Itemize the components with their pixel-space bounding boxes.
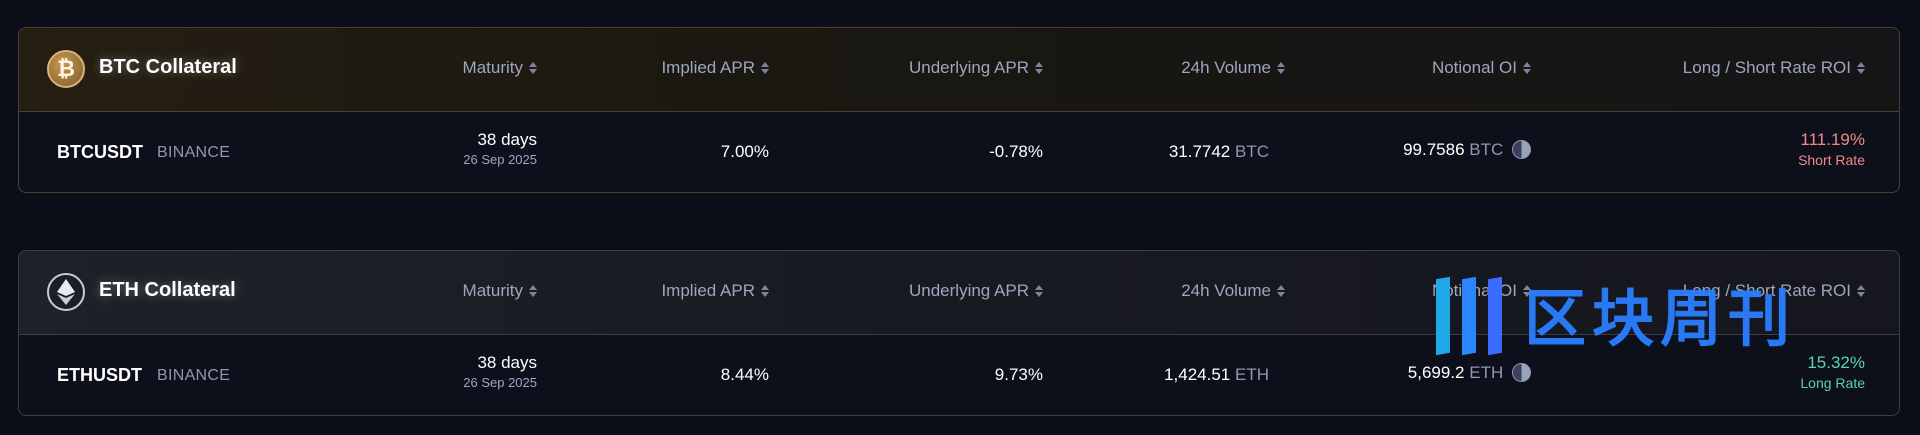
exchange-name: BINANCE [157, 367, 231, 384]
maturity-days: 38 days [477, 130, 537, 149]
notional-oi-cell: 99.7586 BTC [1403, 140, 1531, 160]
table-row[interactable]: BTCUSDT BINANCE 38 days 26 Sep 2025 7.00… [19, 112, 1899, 192]
roi-value: 111.19% [1800, 130, 1865, 149]
volume-unit: BTC [1235, 142, 1269, 161]
ethereum-icon [47, 273, 85, 311]
sort-long-short-roi[interactable]: Long / Short Rate ROI [1683, 58, 1865, 78]
sort-maturity[interactable]: Maturity [463, 58, 537, 78]
sort-icon [1035, 285, 1043, 297]
oi-value: 5,699.2 [1407, 363, 1465, 382]
table-row[interactable]: ETHUSDT BINANCE 38 days 26 Sep 2025 8.44… [19, 335, 1899, 415]
volume-cell: 1,424.51 ETH [1164, 365, 1269, 385]
pie-chart-icon[interactable] [1512, 363, 1531, 382]
sort-icon [529, 285, 537, 297]
implied-apr-value: 8.44% [720, 365, 769, 384]
oi-unit: ETH [1469, 363, 1504, 382]
roi-rate-label: Long Rate [1800, 375, 1865, 391]
btc-collateral-header: ₿ BTC Collateral Maturity Implied APR Un… [19, 28, 1899, 112]
underlying-apr-value: -0.78% [989, 142, 1043, 161]
roi-cell: 111.19% Short Rate [1798, 130, 1865, 168]
volume-unit: ETH [1235, 365, 1269, 384]
sort-icon [1857, 285, 1865, 297]
maturity-days: 38 days [477, 353, 537, 372]
sort-notional-oi[interactable]: Notional OI [1432, 58, 1531, 78]
section-title: BTC Collateral [99, 56, 237, 78]
sort-icon [529, 62, 537, 74]
pair-symbol: ETHUSDT [57, 365, 142, 385]
underlying-apr-value: 9.73% [994, 365, 1043, 384]
volume-value: 31.7742 [1168, 142, 1231, 161]
maturity-cell: 38 days 26 Sep 2025 [463, 130, 537, 167]
implied-apr-value: 7.00% [720, 142, 769, 161]
oi-value: 99.7586 [1403, 140, 1465, 159]
notional-oi-cell: 5,699.2 ETH [1408, 363, 1531, 383]
eth-collateral-card: ETH Collateral Maturity Implied APR Unde… [18, 250, 1900, 416]
sort-icon [761, 62, 769, 74]
btc-collateral-card: ₿ BTC Collateral Maturity Implied APR Un… [18, 27, 1900, 193]
bitcoin-icon: ₿ [47, 50, 85, 88]
sort-icon [1277, 285, 1285, 297]
section-title: ETH Collateral [99, 279, 236, 301]
volume-value: 1,424.51 [1164, 365, 1231, 384]
sort-icon [1523, 285, 1531, 297]
sort-long-short-roi[interactable]: Long / Short Rate ROI [1683, 281, 1865, 301]
roi-value: 15.32% [1807, 353, 1865, 372]
sort-icon [1277, 62, 1285, 74]
roi-cell: 15.32% Long Rate [1800, 353, 1865, 391]
sort-24h-volume[interactable]: 24h Volume [1181, 58, 1285, 78]
sort-icon [1035, 62, 1043, 74]
volume-cell: 31.7742 BTC [1169, 142, 1269, 162]
sort-notional-oi[interactable]: Notional OI [1432, 281, 1531, 301]
sort-icon [761, 285, 769, 297]
oi-unit: BTC [1469, 140, 1504, 159]
eth-collateral-header: ETH Collateral Maturity Implied APR Unde… [19, 251, 1899, 335]
sort-underlying-apr[interactable]: Underlying APR [909, 58, 1043, 78]
exchange-name: BINANCE [157, 144, 231, 161]
roi-rate-label: Short Rate [1798, 152, 1865, 168]
maturity-cell: 38 days 26 Sep 2025 [463, 353, 537, 390]
sort-icon [1523, 62, 1531, 74]
pair-symbol: BTCUSDT [57, 142, 143, 162]
sort-maturity[interactable]: Maturity [463, 281, 537, 301]
pie-chart-icon[interactable] [1512, 140, 1531, 159]
sort-implied-apr[interactable]: Implied APR [661, 281, 769, 301]
maturity-date: 26 Sep 2025 [463, 375, 537, 390]
sort-underlying-apr[interactable]: Underlying APR [909, 281, 1043, 301]
sort-24h-volume[interactable]: 24h Volume [1181, 281, 1285, 301]
sort-implied-apr[interactable]: Implied APR [661, 58, 769, 78]
sort-icon [1857, 62, 1865, 74]
maturity-date: 26 Sep 2025 [463, 152, 537, 167]
